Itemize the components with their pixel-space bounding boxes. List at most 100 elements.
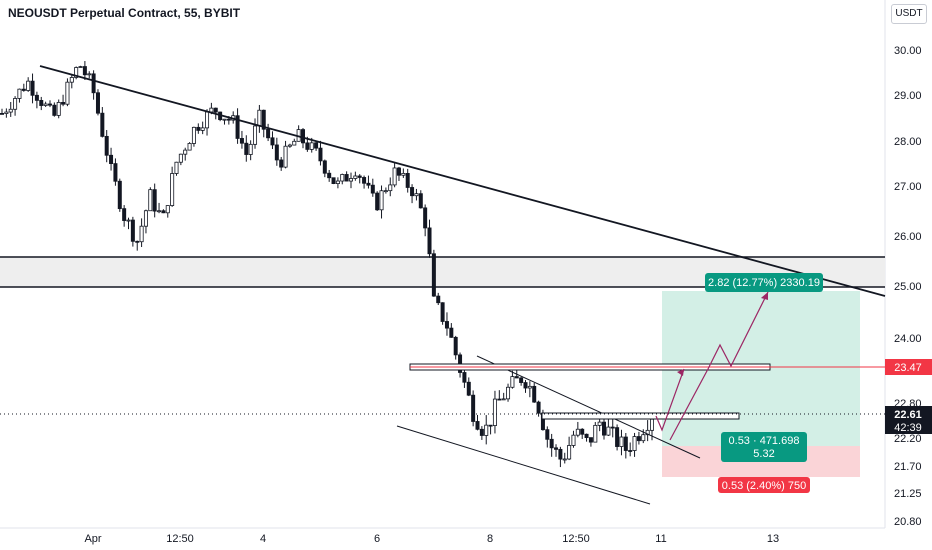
candle-up — [353, 175, 358, 179]
candle-down — [453, 336, 458, 356]
lower-channel-line[interactable] — [396, 425, 651, 505]
candle-up — [650, 418, 655, 431]
candle-down — [104, 135, 109, 156]
candle-up — [492, 398, 497, 426]
candle-down — [52, 104, 57, 116]
main-downtrend-line[interactable] — [39, 65, 886, 297]
candle-down — [239, 138, 244, 144]
candle-down — [113, 163, 118, 182]
candle-down — [545, 429, 550, 440]
candle-down — [344, 174, 349, 182]
candle-down — [274, 144, 279, 161]
candle-down — [536, 401, 541, 414]
entry-badge[interactable] — [721, 432, 807, 462]
candle-up — [567, 445, 572, 460]
candle-down — [410, 187, 415, 197]
candle-up — [65, 81, 70, 105]
price-tick-label: 24.00 — [894, 333, 922, 345]
candle-down — [266, 128, 271, 139]
candle-up — [205, 111, 210, 129]
price-tick-label: 21.25 — [894, 488, 922, 500]
candle-up — [143, 210, 148, 227]
time-axis-ticks: Apr 12:50 4 6 8 12:50 11 13 — [84, 533, 779, 545]
candle-down — [318, 147, 323, 162]
candle-down — [270, 137, 275, 146]
candle-up — [645, 429, 650, 436]
profit-badge[interactable] — [705, 273, 823, 292]
candle-down — [135, 240, 140, 243]
candle-down — [514, 376, 519, 379]
candle-up — [187, 143, 192, 151]
chart-title: NEOUSDT Perpetual Contract, 55, BYBIT — [8, 6, 241, 20]
candle-down — [30, 80, 35, 96]
candle-down — [82, 66, 87, 76]
candle-up — [379, 190, 384, 211]
candle-down — [554, 447, 559, 450]
candle-up — [178, 153, 183, 163]
candle-down — [34, 94, 39, 101]
countdown-label: 42:39 — [894, 422, 922, 434]
support-box[interactable] — [541, 412, 740, 420]
candle-up — [26, 80, 31, 91]
candle-down — [279, 159, 284, 168]
candle-down — [244, 142, 249, 155]
candle-down — [39, 99, 44, 106]
candle-down — [475, 421, 480, 430]
target-price-label: 23.47 — [894, 362, 922, 374]
projection-path-1[interactable] — [655, 368, 685, 432]
candle-up — [501, 398, 506, 401]
price-tick-label: 26.00 — [894, 231, 922, 243]
candle-down — [261, 109, 266, 130]
price-tick-label: 21.70 — [894, 461, 922, 473]
time-tick-label: 13 — [767, 533, 779, 545]
currency-badge[interactable]: USDT — [891, 4, 927, 24]
candle-up — [43, 103, 48, 106]
candle-down — [444, 321, 449, 329]
time-tick-label: Apr — [84, 533, 101, 545]
candle-down — [440, 302, 445, 322]
candle-down — [226, 118, 231, 121]
candle-up — [13, 98, 18, 110]
current-price-label: 22.61 — [894, 409, 922, 421]
candle-up — [4, 111, 9, 114]
candle-up — [575, 428, 580, 436]
candle-down — [588, 437, 593, 443]
candle-down — [462, 372, 467, 383]
candle-up — [257, 109, 262, 127]
price-tick-label: 28.00 — [894, 136, 922, 148]
candle-up — [348, 178, 353, 182]
candle-up — [606, 426, 611, 436]
candle-up — [174, 161, 179, 174]
candle-down — [636, 436, 641, 442]
candle-up — [248, 143, 253, 155]
projection-path-2[interactable] — [669, 291, 769, 441]
candle-down — [161, 210, 166, 214]
candle-down — [488, 424, 493, 427]
candle-down — [122, 208, 127, 221]
stop-label: 0.53 (2.40%) 750 — [722, 480, 806, 492]
candle-up — [383, 190, 388, 193]
candle-down — [405, 173, 410, 188]
candle-up — [335, 180, 340, 184]
candle-down — [610, 426, 615, 429]
candle-down — [322, 160, 327, 174]
candle-down — [47, 103, 52, 106]
arrow-head-1 — [677, 369, 684, 376]
candle-down — [584, 433, 589, 439]
candle-down — [327, 172, 332, 179]
candle-up — [139, 225, 144, 243]
candle-up — [283, 145, 288, 168]
upper-channel-line[interactable] — [476, 355, 701, 459]
candle-up — [292, 140, 297, 146]
target-price-badge — [885, 359, 932, 375]
stop-badge[interactable] — [718, 477, 810, 493]
candle-down — [375, 192, 380, 211]
candle-up — [148, 189, 153, 212]
candle-down — [615, 427, 620, 447]
candle-up — [200, 127, 205, 131]
price-tick-label: 25.00 — [894, 281, 922, 293]
price-tick-label: 30.00 — [894, 45, 922, 57]
candle-down — [196, 126, 201, 131]
candle-down — [623, 436, 628, 451]
